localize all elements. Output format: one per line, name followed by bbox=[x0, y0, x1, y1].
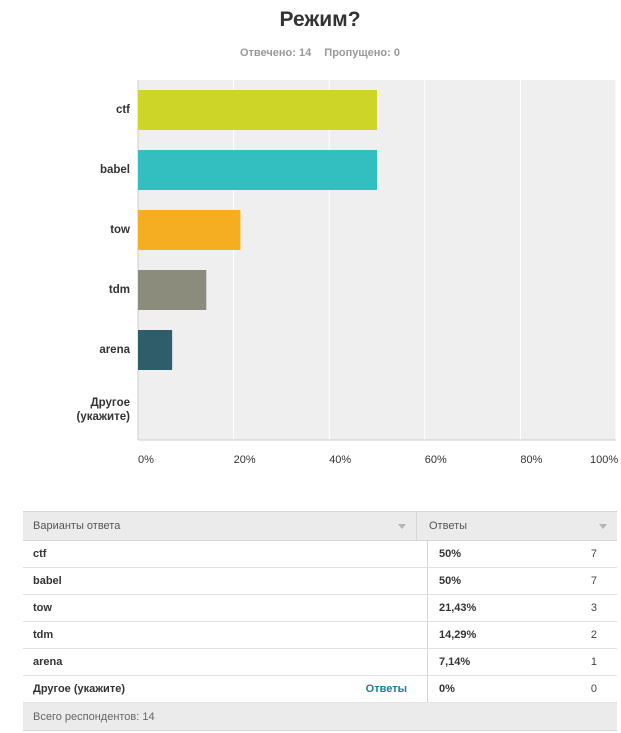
x-tick-label: 100% bbox=[590, 454, 619, 466]
count-value: 0 bbox=[590, 683, 597, 695]
other-answers-link[interactable]: Ответы bbox=[365, 683, 407, 695]
header-answers[interactable]: Ответы bbox=[417, 512, 617, 540]
category-label: tow bbox=[110, 224, 130, 236]
option-label: ctf bbox=[33, 548, 47, 560]
x-tick-label: 60% bbox=[424, 454, 447, 466]
percent-value: 0% bbox=[439, 683, 455, 695]
count-value: 2 bbox=[590, 629, 597, 641]
table-row: ctf 50% 7 bbox=[23, 541, 617, 568]
category-label: ctf bbox=[115, 104, 130, 116]
option-label: tow bbox=[33, 602, 52, 614]
table-header: Варианты ответа Ответы bbox=[23, 512, 617, 541]
x-tick-label: 0% bbox=[138, 454, 154, 466]
x-tick-label: 80% bbox=[520, 454, 543, 466]
bar-1 bbox=[138, 90, 377, 130]
table-row: arena 7,14% 1 bbox=[23, 649, 617, 676]
x-tick-label: 20% bbox=[233, 454, 256, 466]
sort-caret-icon[interactable] bbox=[398, 524, 406, 529]
response-summary: Отвечено: 14 Пропущено: 0 bbox=[0, 47, 621, 59]
count-value: 3 bbox=[590, 602, 597, 614]
percent-value: 50% bbox=[439, 548, 462, 560]
table-row: babel 50% 7 bbox=[23, 568, 617, 595]
question-title: Режим? bbox=[279, 8, 361, 31]
bar-2 bbox=[138, 150, 377, 190]
category-label: Другое (укажите) bbox=[76, 397, 130, 423]
header-answers-label: Ответы bbox=[429, 520, 468, 532]
option-label: tdm bbox=[33, 629, 54, 641]
answered-count: Отвечено: 14 bbox=[239, 47, 312, 59]
percent-value: 50% bbox=[439, 575, 462, 587]
option-label: arena bbox=[33, 656, 63, 668]
percent-value: 7,14% bbox=[439, 656, 471, 668]
skipped-count: Пропущено: 0 bbox=[324, 47, 400, 59]
header-options-label: Варианты ответа bbox=[33, 520, 121, 532]
table-row: tow 21,43% 3 bbox=[23, 595, 617, 622]
header-options[interactable]: Варианты ответа bbox=[23, 512, 417, 540]
bar-5 bbox=[138, 330, 173, 370]
category-label: tdm bbox=[108, 284, 130, 296]
total-respondents: Всего респондентов: 14 bbox=[23, 703, 617, 731]
results-table: Варианты ответа Ответы ctf 50% 7 babel 50… bbox=[23, 511, 617, 731]
plot-area bbox=[138, 80, 616, 440]
percent-value: 14,29% bbox=[439, 629, 477, 641]
sort-caret-icon[interactable] bbox=[599, 524, 607, 529]
bar-3 bbox=[138, 210, 241, 250]
option-label: babel bbox=[33, 575, 62, 587]
category-label: babel bbox=[99, 164, 130, 176]
bar-4 bbox=[138, 270, 207, 310]
table-row: Другое (укажите) Ответы 0% 0 bbox=[23, 676, 617, 703]
bar-chart bbox=[137, 80, 617, 441]
count-value: 7 bbox=[590, 575, 597, 587]
table-row: tdm 14,29% 2 bbox=[23, 622, 617, 649]
percent-value: 21,43% bbox=[439, 602, 477, 614]
category-label: arena bbox=[99, 344, 130, 356]
count-value: 1 bbox=[590, 656, 597, 668]
x-tick-label: 40% bbox=[329, 454, 352, 466]
count-value: 7 bbox=[590, 548, 597, 560]
option-label: Другое (укажите) bbox=[33, 683, 125, 695]
